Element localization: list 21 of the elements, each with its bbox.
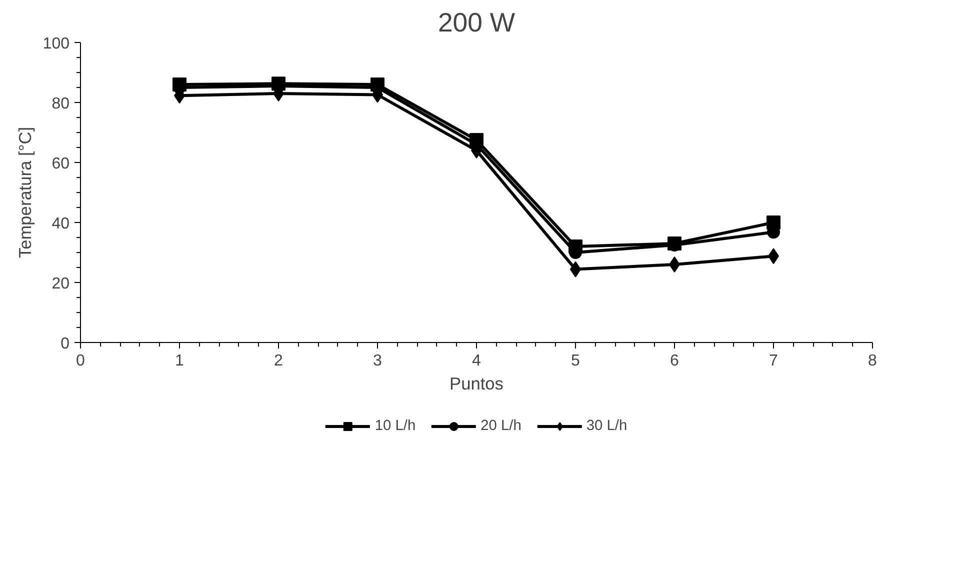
y-tick-label: 80: [52, 96, 70, 112]
x-tick-label: 2: [274, 352, 284, 370]
x-tick-label: 6: [670, 352, 680, 370]
x-tick-label: 3: [373, 352, 382, 370]
y-tick-label: 20: [52, 276, 70, 292]
x-tick-label: 5: [571, 352, 580, 370]
legend-label: 30 L/h: [586, 418, 628, 434]
y-tick-label: 40: [52, 216, 70, 232]
legend-label: 20 L/h: [480, 418, 522, 434]
x-tick-label: 4: [472, 352, 482, 370]
y-tick-label: 60: [52, 156, 70, 172]
y-tick-label: 0: [60, 336, 70, 352]
x-axis-title: Puntos: [450, 374, 504, 394]
y-axis-title: Temperatura [°C]: [14, 126, 35, 258]
x-tick-label: 7: [769, 352, 778, 370]
x-tick-label: 8: [868, 352, 878, 370]
y-tick-label: 100: [42, 36, 70, 52]
x-tick-label: 0: [76, 352, 86, 370]
legend-label: 10 L/h: [374, 418, 416, 434]
chart-title: 200 W: [438, 8, 516, 38]
x-tick-label: 1: [175, 352, 184, 370]
